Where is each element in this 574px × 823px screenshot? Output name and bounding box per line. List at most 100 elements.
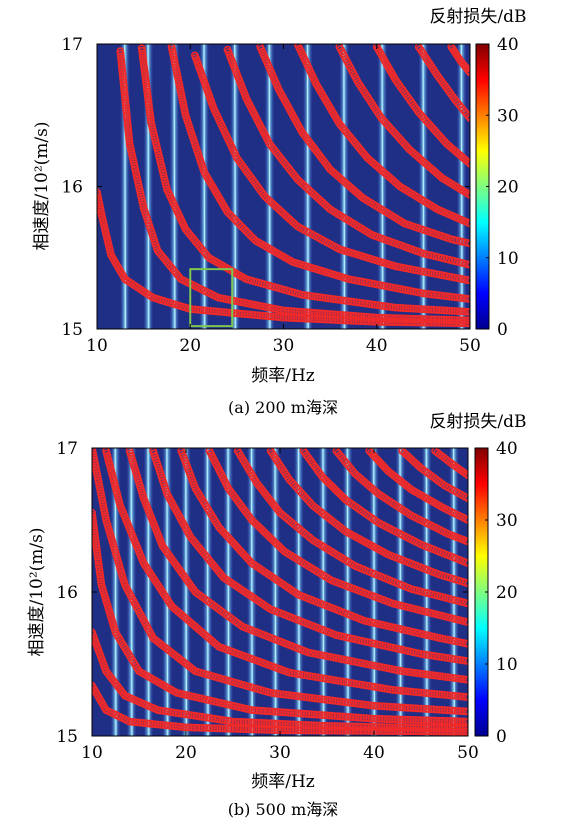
mode-marker: [283, 720, 292, 729]
mode-marker: [398, 703, 407, 712]
mode-marker: [393, 723, 402, 732]
chart-b-mode-curves: [92, 448, 468, 736]
mode-marker: [460, 316, 469, 325]
mode-marker: [297, 709, 306, 718]
mode-marker: [346, 713, 355, 721]
chart-a-caption: (a) 200 m海深: [228, 398, 338, 417]
mode-marker: [289, 720, 297, 729]
mode-marker: [424, 315, 433, 324]
mode-marker: [351, 722, 360, 731]
mode-marker: [268, 707, 277, 716]
mode-marker: [310, 710, 319, 719]
mode-marker: [202, 724, 211, 732]
chart-b-caption: (b) 500 m海深: [228, 800, 339, 819]
mode-marker: [286, 720, 295, 729]
mode-marker: [286, 708, 295, 717]
mode-marker: [323, 711, 332, 720]
mode-marker: [453, 717, 462, 726]
ridge-line: [234, 44, 237, 329]
mode-marker: [456, 717, 465, 726]
mode-marker: [414, 723, 423, 732]
mode-marker: [231, 724, 240, 733]
mode-curve-series: [177, 448, 468, 648]
chart-a-axes: 10 20 30 40 50 15 16 17: [61, 35, 480, 356]
mode-marker: [258, 706, 267, 715]
mode-marker: [247, 706, 256, 714]
mode-marker: [372, 702, 381, 710]
mode-marker: [404, 304, 413, 313]
mode-marker: [315, 721, 324, 730]
mode-curve-series: [92, 508, 468, 726]
mode-marker: [427, 705, 436, 714]
mode-marker: [448, 306, 456, 315]
mode-marker: [411, 314, 420, 323]
chart-b-colorbar-ticks: 0 10 20 30 40: [485, 439, 518, 747]
mode-marker: [435, 705, 444, 714]
colorbar-tick-label: 30: [497, 106, 519, 126]
mode-marker: [414, 704, 423, 713]
mode-marker: [375, 702, 384, 710]
mode-marker: [229, 724, 237, 733]
mode-marker: [456, 707, 465, 715]
mode-marker: [320, 711, 329, 720]
mode-marker: [448, 724, 457, 733]
mode-marker: [450, 316, 459, 324]
mode-marker: [385, 702, 394, 711]
mode-marker: [312, 721, 321, 730]
chart-a-ylabel: 相速度/10²(m/s): [32, 121, 52, 250]
mode-marker: [422, 716, 431, 725]
mode-marker: [380, 313, 389, 322]
colorbar-tick-label: 30: [496, 511, 518, 531]
ridge-line: [147, 448, 150, 736]
mode-curve-series: [233, 448, 468, 608]
colorbar-tick-label: 10: [496, 655, 518, 675]
x-tick-label: 20: [179, 336, 201, 356]
mode-marker: [239, 718, 248, 726]
mode-marker: [253, 706, 261, 715]
mode-marker: [455, 307, 464, 316]
mode-marker: [234, 717, 243, 726]
mode-marker: [362, 722, 371, 731]
mode-marker: [255, 718, 264, 727]
mode-marker: [333, 712, 342, 721]
mode-marker: [189, 723, 198, 732]
mode-marker: [351, 713, 360, 722]
mode-curve-series: [191, 51, 470, 285]
mode-marker: [292, 709, 300, 718]
mode-marker: [367, 722, 376, 731]
mode-marker: [375, 723, 384, 731]
mode-curve-series: [205, 448, 468, 627]
mode-marker: [403, 314, 412, 323]
mode-marker: [417, 716, 425, 725]
mode-marker: [354, 722, 363, 731]
mode-marker: [453, 706, 462, 715]
ridge-line: [185, 448, 188, 736]
mode-marker: [377, 715, 386, 723]
mode-marker: [200, 724, 209, 732]
chart-a-highlight-box: [189, 268, 234, 328]
mode-marker: [385, 715, 394, 724]
mode-marker: [236, 718, 245, 726]
mode-marker: [451, 717, 459, 726]
mode-marker: [390, 723, 399, 732]
mode-marker: [435, 315, 443, 324]
mode-marker: [417, 723, 425, 732]
mode-marker: [359, 722, 368, 731]
mode-marker: [432, 724, 441, 733]
mode-marker: [401, 304, 410, 313]
mode-curve-series: [414, 44, 470, 122]
mode-marker: [447, 315, 456, 324]
mode-marker: [364, 722, 373, 731]
mode-marker: [401, 715, 410, 724]
x-tick-label: 40: [366, 336, 388, 356]
mode-curve-series: [372, 44, 470, 168]
mode-marker: [305, 710, 313, 719]
ridge-line: [322, 448, 325, 736]
mode-marker: [396, 304, 405, 312]
mode-marker: [271, 707, 280, 716]
mode-marker: [197, 723, 206, 732]
mode-marker: [378, 313, 386, 322]
mode-marker: [394, 303, 402, 312]
mode-marker: [458, 717, 467, 726]
mode-marker: [299, 720, 308, 729]
